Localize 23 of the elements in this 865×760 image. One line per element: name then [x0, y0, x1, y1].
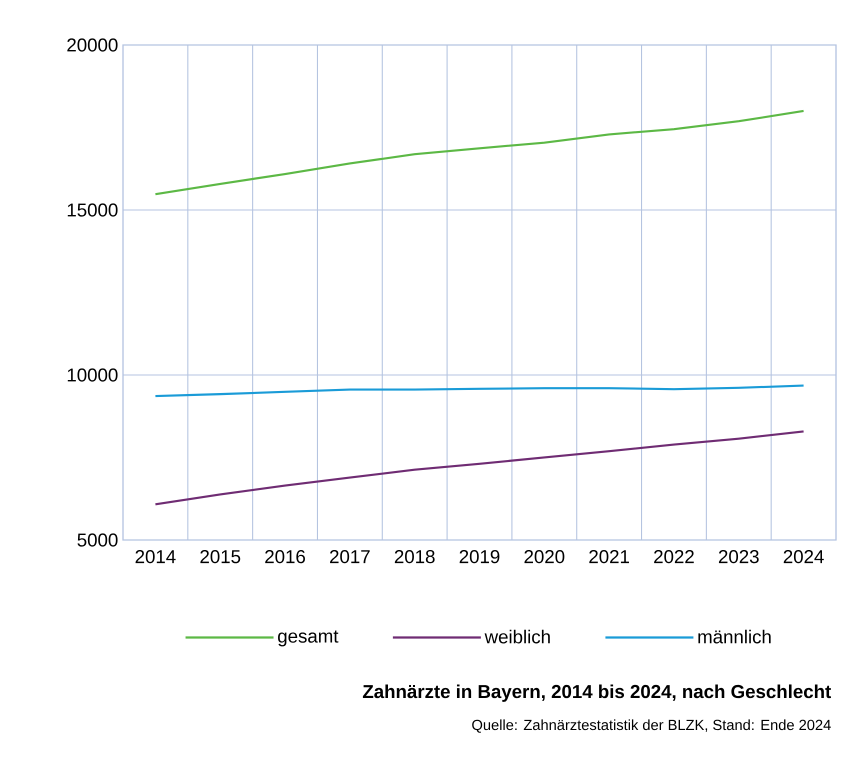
- x-tick-label: 2023: [718, 550, 759, 564]
- x-tick-label: 2014: [136, 550, 176, 564]
- x-tick-label: 2019: [460, 550, 500, 564]
- y-tick-label: 5000: [78, 533, 118, 547]
- x-tick-label: 2016: [265, 550, 305, 564]
- x-tick-label: 2021: [589, 550, 629, 564]
- legend-label: weiblich: [484, 630, 550, 644]
- source-note: Quelle: Zahnärztestatistik der BLZK, Stand: Ende 2024: [472, 719, 831, 733]
- x-tick-label: 2022: [654, 550, 694, 564]
- x-tick-label: 2024: [784, 550, 824, 564]
- x-tick-label: 2020: [524, 550, 564, 564]
- x-tick-label: 2017: [330, 550, 370, 564]
- y-tick-label: 20000: [67, 38, 118, 52]
- line-series: [154, 430, 805, 506]
- legend-label: gesamt: [278, 630, 338, 646]
- x-tick-label: 2015: [200, 550, 240, 564]
- text: Zahnärzte in Bayern, 2014 bis 2024, nach Geschlecht: [362, 684, 832, 702]
- x-tick-label: 2018: [394, 550, 435, 564]
- y-tick-label: 10000: [68, 368, 118, 382]
- y-tick-label: 15000: [68, 203, 118, 217]
- line-series: [154, 384, 805, 398]
- legend-label: männlich: [698, 630, 771, 644]
- line-series: [154, 110, 805, 196]
